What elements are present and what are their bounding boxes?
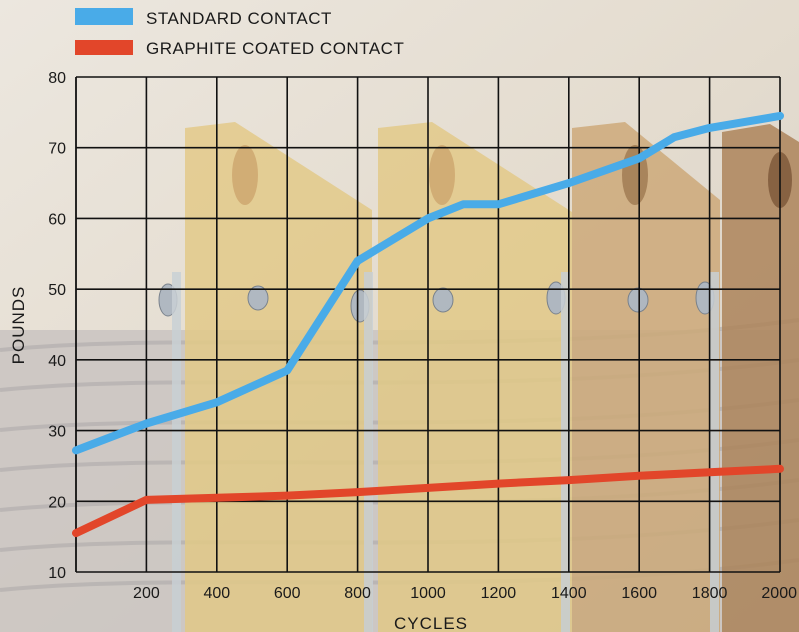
y-tick-label: 20 (48, 494, 66, 511)
x-tick-label: 1800 (692, 585, 728, 602)
legend-swatch-standard-contact (75, 8, 133, 25)
bracket-shape (378, 122, 572, 632)
x-tick-label: 1200 (481, 585, 517, 602)
legend: STANDARD CONTACT GRAPHITE COATED CONTACT (75, 8, 404, 58)
legend-label-standard-contact: STANDARD CONTACT (146, 9, 332, 28)
x-axis-label: CYCLES (394, 614, 468, 632)
y-tick-label: 60 (48, 211, 66, 228)
series-line-standard-contact (72, 111, 784, 455)
x-tick-label: 400 (203, 585, 230, 602)
y-tick-label: 30 (48, 424, 66, 441)
bracket-hole (429, 145, 455, 205)
x-tick-label: 800 (344, 585, 371, 602)
bracket-hole (232, 145, 258, 205)
series-lines (72, 111, 784, 538)
x-tick-label: 2000 (761, 585, 797, 602)
y-tick-label: 10 (48, 565, 66, 582)
x-tick-label: 200 (133, 585, 160, 602)
bracket-shape (572, 122, 720, 632)
background-photo (0, 122, 799, 632)
y-axis-ticks: 10 20 30 40 50 60 70 80 (48, 70, 66, 582)
y-tick-label: 50 (48, 282, 66, 299)
contact-pins (172, 272, 719, 632)
series-line-graphite-coated-contact (72, 464, 784, 538)
x-tick-label: 600 (274, 585, 301, 602)
y-axis-label: POUNDS (9, 286, 28, 365)
legend-label-graphite-coated-contact: GRAPHITE COATED CONTACT (146, 39, 404, 58)
x-axis-ticks: 200 400 600 800 1000 1200 1400 1600 1800 2000 (133, 585, 797, 602)
y-tick-label: 70 (48, 141, 66, 158)
x-tick-label: 1600 (621, 585, 657, 602)
x-tick-label: 1400 (551, 585, 587, 602)
legend-swatch-graphite-coated-contact (75, 40, 133, 55)
y-tick-label: 40 (48, 353, 66, 370)
x-tick-label: 1000 (410, 585, 446, 602)
y-tick-label: 80 (48, 70, 66, 87)
